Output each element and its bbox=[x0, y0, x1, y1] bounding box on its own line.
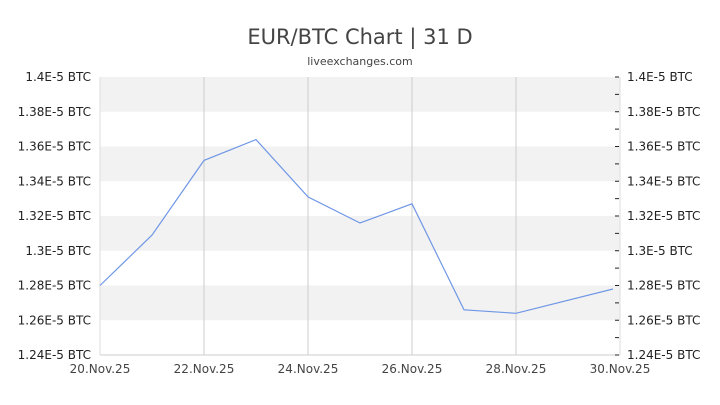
grid-band bbox=[100, 146, 620, 182]
x-axis-label: 22.Nov.25 bbox=[174, 362, 235, 376]
x-axis-label: 28.Nov.25 bbox=[486, 362, 547, 376]
y-axis-label-right: 1.28E-5 BTC bbox=[627, 279, 700, 293]
chart-subtitle: liveexchanges.com bbox=[307, 55, 413, 68]
x-axis-label: 26.Nov.25 bbox=[382, 362, 443, 376]
y-axis-label-left: 1.36E-5 BTC bbox=[18, 140, 91, 154]
y-axis-label-right: 1.32E-5 BTC bbox=[627, 209, 700, 223]
y-axis-label-left: 1.38E-5 BTC bbox=[18, 105, 91, 119]
y-axis-label-right: 1.38E-5 BTC bbox=[627, 105, 700, 119]
y-axis-label-left: 1.24E-5 BTC bbox=[18, 348, 91, 362]
y-axis-label-left: 1.3E-5 BTC bbox=[25, 244, 91, 258]
x-axis-label: 24.Nov.25 bbox=[278, 362, 339, 376]
y-axis-label-left: 1.28E-5 BTC bbox=[18, 279, 91, 293]
y-axis-label-right: 1.36E-5 BTC bbox=[627, 140, 700, 154]
y-axis-label-left: 1.4E-5 BTC bbox=[25, 70, 91, 84]
grid-band bbox=[100, 285, 620, 321]
y-axis-label-right: 1.4E-5 BTC bbox=[627, 70, 693, 84]
chart-title: EUR/BTC Chart | 31 D bbox=[247, 25, 473, 49]
y-axis-label-left: 1.34E-5 BTC bbox=[18, 174, 91, 188]
grid-band bbox=[100, 77, 620, 112]
y-axis-label-right: 1.26E-5 BTC bbox=[627, 313, 700, 327]
x-axis-label: 30.Nov.25 bbox=[590, 362, 651, 376]
y-axis-label-right: 1.24E-5 BTC bbox=[627, 348, 700, 362]
y-axis-label-right: 1.3E-5 BTC bbox=[627, 244, 693, 258]
y-axis-label-left: 1.26E-5 BTC bbox=[18, 313, 91, 327]
y-axis-label-left: 1.32E-5 BTC bbox=[18, 209, 91, 223]
price-line bbox=[99, 138, 614, 314]
x-axis-label: 20.Nov.25 bbox=[70, 362, 131, 376]
y-axis-label-right: 1.34E-5 BTC bbox=[627, 174, 700, 188]
grid-band bbox=[100, 216, 620, 251]
